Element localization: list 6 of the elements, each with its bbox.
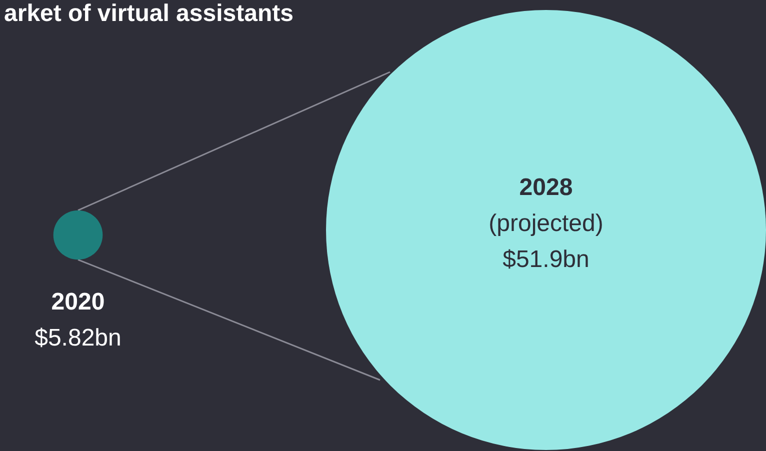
text: arket of virtual assistants <box>4 0 294 28</box>
category-label: 2028 <box>519 174 573 201</box>
category-label: 2020 <box>51 288 105 316</box>
data-label: $5.82bn <box>34 324 122 352</box>
text: (projected) <box>488 210 604 237</box>
data-label: $51.9bn <box>502 246 590 273</box>
